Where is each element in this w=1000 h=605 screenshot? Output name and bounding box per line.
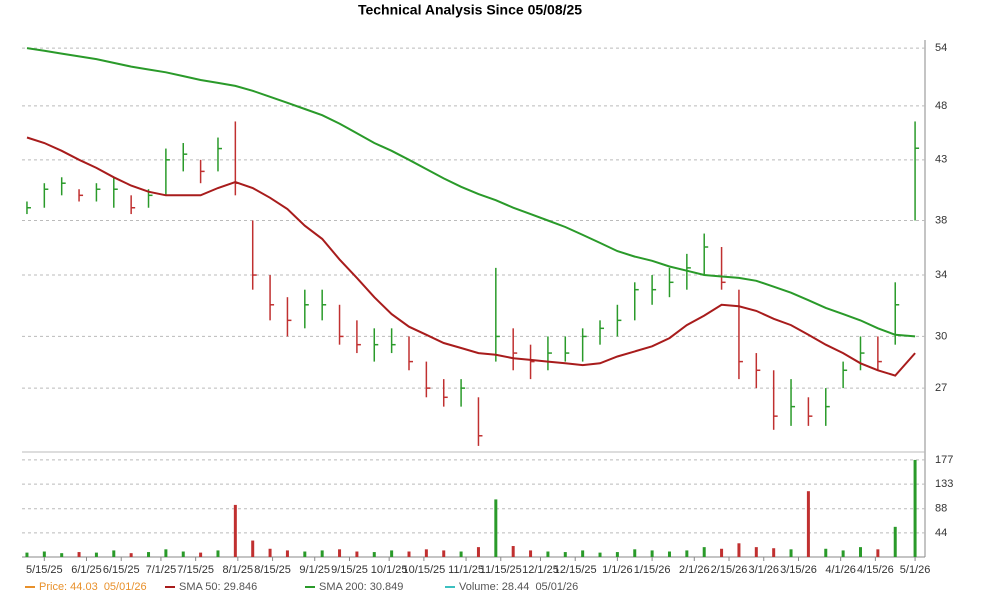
x-tick-label: 5/15/25 bbox=[26, 564, 63, 576]
x-tick-label: 11/15/25 bbox=[480, 564, 522, 576]
x-tick-label: 5/1/26 bbox=[900, 564, 931, 576]
y-tick-label: 30 bbox=[935, 330, 947, 342]
volume-bar bbox=[147, 552, 151, 557]
volume-bar bbox=[546, 551, 550, 557]
volume-bar bbox=[199, 552, 203, 557]
x-tick-label: 11/1/25 bbox=[448, 564, 484, 576]
volume-bar bbox=[372, 552, 376, 557]
volume-bar bbox=[667, 551, 671, 557]
volume-bar bbox=[112, 550, 116, 557]
volume-bar bbox=[598, 552, 602, 557]
volume-bar bbox=[181, 551, 185, 557]
volume-bar bbox=[94, 552, 98, 557]
volume-bar bbox=[754, 547, 758, 557]
x-tick-label: 2/15/26 bbox=[711, 564, 748, 576]
volume-bar bbox=[424, 549, 428, 557]
volume-bar bbox=[806, 491, 810, 557]
volume-bar bbox=[650, 550, 654, 557]
volume-bar bbox=[42, 551, 46, 557]
y-tick-label: 38 bbox=[935, 214, 947, 226]
y2-tick-label: 44 bbox=[935, 527, 947, 539]
volume-bar bbox=[442, 550, 446, 557]
volume-bar bbox=[824, 548, 828, 557]
legend-label: SMA 200: 30.849 bbox=[319, 581, 403, 593]
volume-bar bbox=[720, 548, 724, 557]
legend-label: Price: 44.03 05/01/26 bbox=[39, 581, 147, 593]
volume-bar bbox=[459, 551, 463, 557]
volume-bar bbox=[268, 548, 272, 557]
volume-bar bbox=[581, 550, 585, 557]
x-tick-label: 4/1/26 bbox=[825, 564, 856, 576]
volume-bar bbox=[390, 550, 394, 557]
y2-tick-label: 88 bbox=[935, 503, 947, 515]
volume-bar bbox=[702, 547, 706, 557]
volume-bar bbox=[251, 540, 255, 557]
volume-bar bbox=[685, 550, 689, 557]
volume-bar bbox=[216, 550, 220, 557]
y-tick-label: 34 bbox=[935, 269, 947, 281]
sma-line bbox=[26, 47, 916, 338]
chart-title: Technical Analysis Since 05/08/25 bbox=[358, 2, 582, 18]
x-tick-label: 2/1/26 bbox=[679, 564, 710, 576]
volume-bar bbox=[25, 552, 29, 557]
sma-line bbox=[26, 136, 916, 377]
volume-bar bbox=[841, 550, 845, 557]
volume-bar bbox=[772, 548, 776, 557]
volume-bar bbox=[615, 552, 619, 557]
y-tick-label: 54 bbox=[935, 42, 947, 54]
x-tick-label: 9/1/25 bbox=[299, 564, 330, 576]
x-tick-label: 7/1/25 bbox=[146, 564, 177, 576]
volume-bar bbox=[529, 550, 533, 557]
legend-label: Volume: 28.44 05/01/26 bbox=[459, 581, 578, 593]
volume-bar bbox=[233, 504, 237, 557]
volume-bar bbox=[633, 549, 637, 557]
x-tick-label: 12/15/25 bbox=[554, 564, 597, 576]
x-tick-label: 1/1/26 bbox=[602, 564, 633, 576]
y-tick-label: 48 bbox=[935, 100, 947, 112]
x-tick-label: 1/15/26 bbox=[634, 564, 671, 576]
volume-bar bbox=[476, 547, 480, 557]
volume-bar bbox=[737, 543, 741, 557]
x-tick-label: 3/15/26 bbox=[780, 564, 817, 576]
x-tick-label: 6/15/25 bbox=[103, 564, 140, 576]
volume-bar bbox=[164, 549, 168, 557]
volume-bar bbox=[129, 553, 133, 557]
x-tick-label: 10/1/25 bbox=[371, 564, 408, 576]
y-tick-label: 27 bbox=[935, 382, 947, 394]
volume-bar bbox=[60, 553, 64, 557]
volume-bar bbox=[511, 546, 515, 557]
legend-label: SMA 50: 29.846 bbox=[179, 581, 257, 593]
volume-bar bbox=[407, 551, 411, 557]
x-tick-label: 9/15/25 bbox=[331, 564, 368, 576]
volume-bar bbox=[859, 547, 862, 557]
x-tick-label: 6/1/25 bbox=[71, 564, 102, 576]
x-tick-label: 8/15/25 bbox=[254, 564, 291, 576]
volume-bar bbox=[494, 499, 498, 557]
volume-bar bbox=[303, 551, 307, 557]
volume-bar bbox=[876, 549, 880, 557]
volume-bar bbox=[77, 552, 81, 557]
volume-bar bbox=[338, 549, 342, 557]
x-tick-label: 8/1/25 bbox=[223, 564, 254, 576]
volume-bar bbox=[913, 459, 917, 557]
x-tick-label: 12/1/25 bbox=[522, 564, 559, 576]
x-tick-label: 4/15/26 bbox=[857, 564, 894, 576]
y2-tick-label: 177 bbox=[935, 454, 953, 466]
volume-bar bbox=[893, 526, 897, 557]
x-tick-label: 7/15/25 bbox=[177, 564, 214, 576]
y2-tick-label: 133 bbox=[935, 478, 953, 490]
volume-bar bbox=[320, 550, 324, 557]
x-tick-label: 3/1/26 bbox=[748, 564, 779, 576]
x-tick-label: 10/15/25 bbox=[402, 564, 445, 576]
volume-bar bbox=[789, 549, 793, 557]
volume-bar bbox=[285, 550, 289, 557]
volume-bar bbox=[563, 552, 567, 557]
volume-bar bbox=[355, 551, 359, 557]
y-tick-label: 43 bbox=[935, 154, 947, 166]
